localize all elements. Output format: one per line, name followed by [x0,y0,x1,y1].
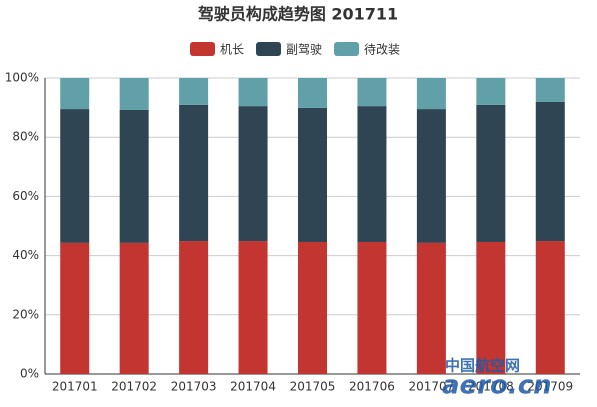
bar-segment [357,241,387,374]
legend-swatch [190,42,215,56]
bar-segment [535,241,565,374]
bar-segment [179,241,209,374]
bar-segment [119,242,149,374]
y-tick-label: 40% [12,248,39,262]
bar-segment [535,78,565,102]
x-tick-label: 201705 [290,380,336,394]
x-tick-label: 201706 [349,380,395,394]
x-tick-label: 201704 [230,380,276,394]
bar-segment [357,78,387,107]
x-tick-label: 201708 [468,380,514,394]
x-tick-label: 201702 [111,380,157,394]
bar-segment [60,109,90,243]
bar-segment [476,241,506,374]
watermark: aero.cn [442,371,552,401]
bar-segment [60,242,90,374]
bar-segment [357,106,387,242]
legend-label: 副驾驶 [286,42,322,57]
x-tick-label: 201709 [527,380,573,394]
bar-segment [179,78,209,105]
x-tick-label: 201707 [408,380,454,394]
watermark: 中国航空网 [445,357,520,375]
legend-swatch [334,42,360,56]
y-tick-label: 0% [20,367,39,381]
bar-segment [119,109,149,243]
bar-segment [238,78,268,107]
bar-segment [416,242,446,374]
bar-segment [298,107,327,242]
chart-title: 驾驶员构成趋势图 201711 [197,5,398,24]
bar-segment [119,78,149,110]
bar-segment [416,109,446,243]
bar-segment [179,104,209,242]
x-tick-label: 201703 [171,380,217,394]
bar-segment [298,78,327,108]
legend-label: 待改装 [364,43,400,57]
bar-segment [476,104,506,242]
y-tick-label: 20% [12,307,39,321]
bar-segment [298,241,327,374]
bar-segment [476,78,506,105]
bar-segment [238,241,268,374]
bar-segment [535,101,565,242]
legend-swatch [256,42,282,56]
y-tick-label: 60% [12,189,39,203]
x-tick-label: 201701 [52,380,98,394]
bar-segment [238,106,268,242]
y-tick-label: 80% [12,130,39,144]
y-tick-label: 100% [5,71,39,85]
legend-label: 机长 [220,43,244,57]
bar-segment [416,78,446,110]
bar-segment [60,78,90,110]
